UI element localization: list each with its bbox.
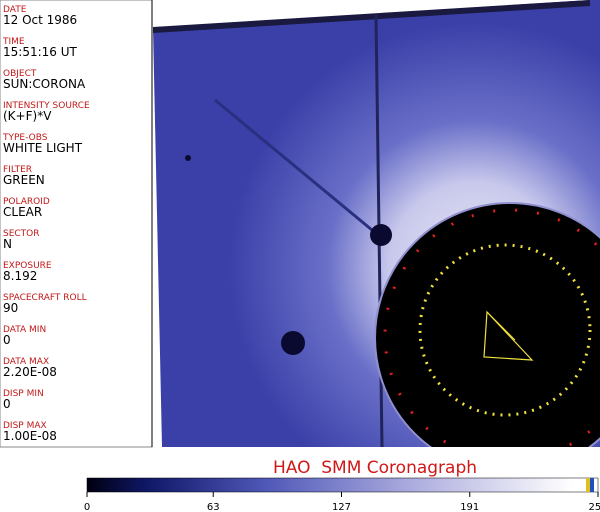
field-value: WHITE LIGHT [3, 141, 83, 155]
field-value: SUN:CORONA [3, 77, 86, 91]
field-value: N [3, 237, 12, 251]
field-label: FILTER [3, 165, 32, 175]
coronagraph-image [153, 0, 600, 447]
colorbar-tick-label: 0 [84, 502, 90, 512]
field-label: INTENSITY SOURCE [3, 101, 90, 111]
field-label: SPACECRAFT ROLL [3, 293, 87, 303]
field-label: DISP MAX [3, 421, 47, 431]
field-value: GREEN [3, 173, 45, 187]
colorbar [86, 477, 599, 493]
field-label: DATA MIN [3, 325, 46, 335]
field-value: (K+F)*V [3, 109, 52, 123]
field-label: DISP MIN [3, 389, 44, 399]
field-label: EXPOSURE [3, 261, 52, 271]
info-panel [0, 0, 153, 448]
field-label: DATE [3, 5, 27, 15]
colorbar-cap [586, 478, 590, 492]
field-value: 8.192 [3, 269, 37, 283]
field-value: 1.00E-08 [3, 429, 57, 443]
field-value: 0 [3, 333, 11, 347]
field-label: TYPE-OBS [2, 133, 48, 143]
field-label: OBJECT [3, 69, 37, 79]
field-value: 12 Oct 1986 [3, 13, 77, 27]
colorbar-tick-label: 63 [207, 502, 220, 512]
field-value: 15:51:16 UT [3, 45, 77, 59]
field-value: 2.20E-08 [3, 365, 57, 379]
field-label: SECTOR [3, 229, 40, 239]
field-label: TIME [2, 37, 25, 47]
colorbar-tick-label: 127 [332, 502, 351, 512]
field-value: 0 [3, 397, 11, 411]
colorbar-cap [590, 478, 594, 492]
field-label: POLAROID [3, 197, 50, 207]
field-value: CLEAR [3, 205, 42, 219]
colorbar-tick-label: 255 [588, 502, 600, 512]
colorbar-tick-label: 191 [460, 502, 479, 512]
field-label: DATA MAX [3, 357, 49, 367]
field-value: 90 [3, 301, 18, 315]
image-title: HAO SMM Coronagraph [273, 458, 477, 478]
